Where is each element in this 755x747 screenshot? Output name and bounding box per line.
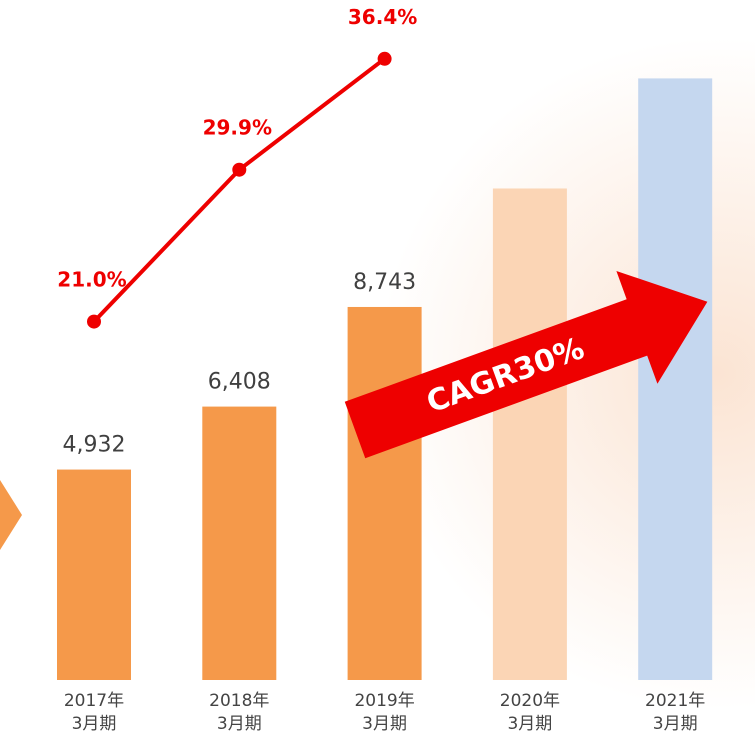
line-point xyxy=(87,315,101,329)
bar xyxy=(493,188,567,680)
bar xyxy=(57,470,131,680)
line-point xyxy=(378,52,392,66)
x-tick-label: 2021年 3月期 xyxy=(625,690,725,736)
data-label: 21.0% xyxy=(57,268,126,292)
x-tick-label: 2020年 3月期 xyxy=(480,690,580,736)
bar xyxy=(202,407,276,680)
data-label: 36.4% xyxy=(348,5,417,29)
line-point xyxy=(232,163,246,177)
chart-svg: 4,9326,4088,743 CAGR30% 21.0%29.9%36.4% xyxy=(0,0,755,747)
chart: 4,9326,4088,743 CAGR30% 21.0%29.9%36.4% … xyxy=(0,0,755,747)
bar xyxy=(348,307,422,680)
data-label: 6,408 xyxy=(208,370,271,395)
x-tick-label: 2017年 3月期 xyxy=(44,690,144,736)
x-tick-label: 2019年 3月期 xyxy=(335,690,435,736)
data-label: 29.9% xyxy=(203,116,272,140)
data-label: 8,743 xyxy=(353,270,416,295)
x-tick-label: 2018年 3月期 xyxy=(189,690,289,736)
data-label: 4,932 xyxy=(63,433,126,458)
bar xyxy=(638,78,712,680)
